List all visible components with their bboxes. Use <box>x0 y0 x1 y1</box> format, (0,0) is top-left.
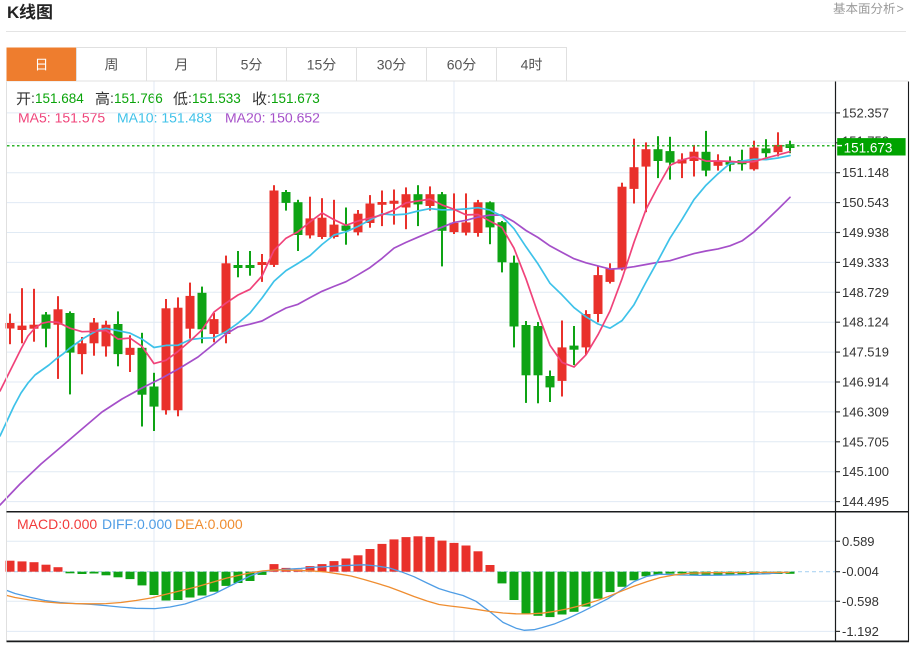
svg-text:-1.192: -1.192 <box>842 624 879 639</box>
svg-text:151.148: 151.148 <box>842 165 889 180</box>
svg-text:151.684: 151.684 <box>35 91 84 106</box>
svg-text::: : <box>31 90 35 106</box>
svg-text:-0.004: -0.004 <box>842 564 879 579</box>
svg-text:151.673: 151.673 <box>271 91 320 106</box>
svg-text:145.100: 145.100 <box>842 464 889 479</box>
svg-text:148.124: 148.124 <box>842 315 889 330</box>
svg-text:0.589: 0.589 <box>842 534 875 549</box>
svg-text:30: 30 <box>377 57 393 73</box>
svg-text::: : <box>110 90 114 106</box>
svg-text:MA10: 151.483: MA10: 151.483 <box>117 110 212 126</box>
svg-text:146.914: 146.914 <box>842 375 889 390</box>
svg-text:146.309: 146.309 <box>842 404 889 419</box>
svg-text::: : <box>188 90 192 106</box>
svg-text:151.533: 151.533 <box>192 91 241 106</box>
svg-text:DIFF:0.000: DIFF:0.000 <box>102 516 172 532</box>
svg-text:K: K <box>7 3 20 22</box>
svg-text:MA20: 150.652: MA20: 150.652 <box>225 110 320 126</box>
svg-text::: : <box>267 90 271 106</box>
svg-text:148.729: 148.729 <box>842 285 889 300</box>
svg-text:150.543: 150.543 <box>842 195 889 210</box>
svg-text:-0.598: -0.598 <box>842 594 879 609</box>
svg-text:151.673: 151.673 <box>844 140 893 155</box>
svg-text:5: 5 <box>241 57 249 73</box>
svg-text:4: 4 <box>521 57 529 73</box>
svg-text:145.705: 145.705 <box>842 434 889 449</box>
svg-text:MACD:0.000: MACD:0.000 <box>17 516 97 532</box>
svg-text:60: 60 <box>447 57 463 73</box>
svg-text:151.766: 151.766 <box>114 91 163 106</box>
svg-text:152.357: 152.357 <box>842 105 889 120</box>
svg-text:MA5: 151.575: MA5: 151.575 <box>18 110 105 126</box>
svg-text:144.495: 144.495 <box>842 494 889 509</box>
svg-text:DEA:0.000: DEA:0.000 <box>175 516 243 532</box>
svg-text:>: > <box>897 2 904 16</box>
svg-text:149.938: 149.938 <box>842 225 889 240</box>
svg-text:149.333: 149.333 <box>842 255 889 270</box>
svg-text:15: 15 <box>307 57 323 73</box>
svg-text:147.519: 147.519 <box>842 345 889 360</box>
